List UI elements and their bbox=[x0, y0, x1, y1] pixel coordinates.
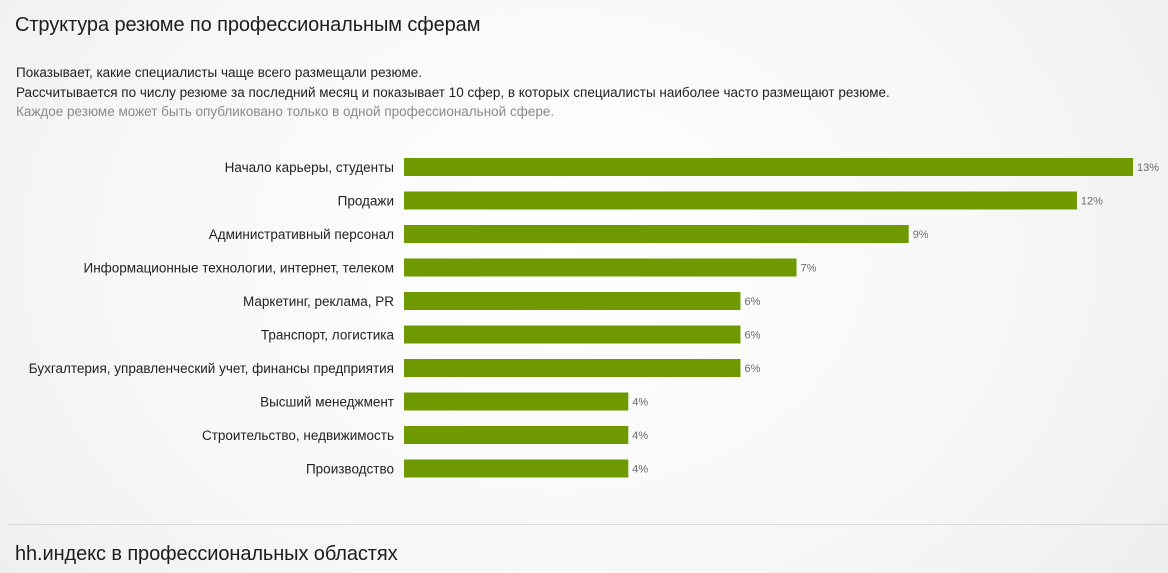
value-label: 4% bbox=[632, 397, 648, 409]
category-label: Транспорт, логистика bbox=[261, 328, 395, 343]
value-label: 6% bbox=[744, 296, 760, 308]
bar bbox=[404, 325, 741, 344]
category-label: Высший менеджмент bbox=[260, 395, 394, 410]
value-label: 6% bbox=[744, 330, 760, 342]
description-line: Рассчитывается по числу резюме за послед… bbox=[16, 85, 890, 100]
value-label: 6% bbox=[744, 363, 760, 375]
description-note: Каждое резюме может быть опубликовано то… bbox=[16, 104, 555, 119]
resume-structure-bar-chart: Начало карьеры, студенты 13% Продажи 12% Адм… bbox=[29, 158, 1159, 478]
value-label: 13% bbox=[1137, 162, 1159, 174]
category-label: Производство bbox=[306, 462, 394, 477]
category-label: Начало карьеры, студенты bbox=[225, 160, 394, 175]
bar bbox=[404, 459, 629, 478]
value-label: 7% bbox=[801, 263, 817, 275]
bar bbox=[404, 158, 1133, 176]
section-title-hh-index: hh.индекс в профессиональных областях bbox=[15, 543, 398, 565]
value-label: 4% bbox=[632, 464, 648, 476]
category-label: Строительство, недвижимость bbox=[202, 428, 394, 443]
bar bbox=[404, 292, 741, 310]
bar bbox=[404, 225, 909, 243]
bar bbox=[404, 426, 629, 444]
category-label: Продажи bbox=[338, 194, 394, 209]
bar bbox=[404, 258, 797, 277]
value-label: 12% bbox=[1081, 196, 1103, 208]
section-title-resume-structure: Структура резюме по профессиональным сфе… bbox=[15, 14, 481, 36]
section-divider bbox=[8, 524, 1168, 525]
bar bbox=[404, 191, 1077, 210]
category-label: Бухгалтерия, управленческий учет, финанс… bbox=[29, 361, 394, 376]
value-label: 4% bbox=[632, 430, 648, 442]
category-label: Маркетинг, реклама, PR bbox=[243, 294, 394, 309]
bar bbox=[404, 392, 629, 411]
description-line: Показывает, какие специалисты чаще всего… bbox=[16, 65, 422, 80]
category-label: Административный персонал bbox=[209, 227, 394, 242]
value-label: 9% bbox=[913, 229, 929, 241]
category-label: Информационные технологии, интернет, тел… bbox=[84, 261, 395, 276]
bar bbox=[404, 359, 741, 377]
